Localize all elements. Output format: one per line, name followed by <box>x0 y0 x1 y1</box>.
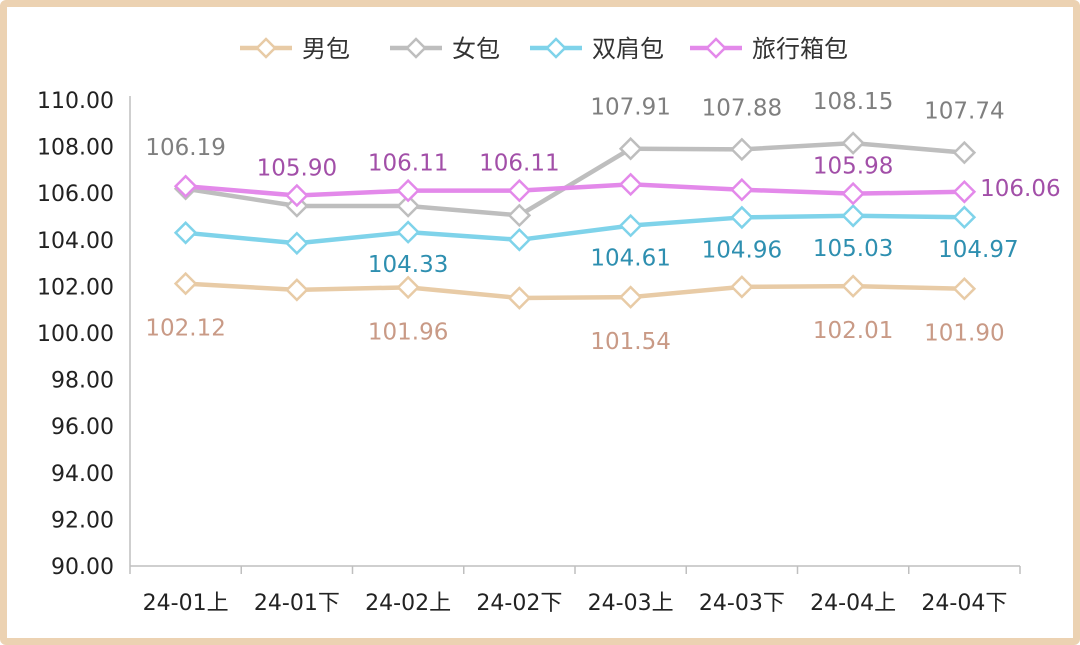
data-label: 102.01 <box>813 318 893 344</box>
y-tick-label: 94.00 <box>51 462 114 487</box>
series-line <box>183 140 967 218</box>
legend-swatch-marker <box>705 37 727 59</box>
data-label: 104.96 <box>702 237 782 263</box>
data-label: 101.96 <box>368 319 448 345</box>
data-point <box>618 136 643 161</box>
y-tick-label: 92.00 <box>51 508 114 533</box>
legend-label: 双肩包 <box>592 35 664 63</box>
x-tick-label: 24-04下 <box>921 591 1007 616</box>
data-label: 106.06 <box>980 176 1060 202</box>
legend-swatch-marker <box>405 37 427 59</box>
data-point <box>173 174 198 198</box>
data-label: 105.03 <box>813 236 893 262</box>
data-point <box>285 278 309 302</box>
y-tick-label: 104.00 <box>37 229 114 254</box>
data-point <box>841 204 865 228</box>
y-tick-label: 110.00 <box>37 89 114 114</box>
legend-item-3: 双肩包 <box>530 35 664 63</box>
data-point <box>618 285 643 309</box>
data-point <box>396 194 420 218</box>
data-point <box>841 274 865 298</box>
y-tick-label: 100.00 <box>37 322 114 347</box>
data-point <box>730 177 754 202</box>
data-point <box>507 228 532 252</box>
data-point <box>730 275 754 299</box>
data-point <box>841 181 865 206</box>
data-label: 108.15 <box>813 89 893 115</box>
data-label: 104.61 <box>590 246 670 272</box>
data-label: 106.11 <box>368 151 448 177</box>
data-point <box>507 286 532 310</box>
data-label: 107.88 <box>702 95 782 121</box>
data-point <box>285 231 309 256</box>
data-label: 106.19 <box>145 135 225 161</box>
legend-label: 旅行箱包 <box>752 35 848 63</box>
data-label: 104.33 <box>368 252 448 278</box>
data-point <box>507 203 532 228</box>
data-point <box>173 221 198 245</box>
x-tick-label: 24-03上 <box>588 591 674 616</box>
y-tick-label: 102.00 <box>37 275 114 300</box>
data-point <box>507 178 532 203</box>
data-point <box>396 275 420 300</box>
legend-swatch-marker <box>545 37 567 59</box>
series-1 <box>173 271 977 310</box>
x-tick-label: 24-01上 <box>143 591 229 616</box>
legend-item-2: 女包 <box>390 35 500 63</box>
legend-swatch-marker <box>255 37 277 59</box>
series-4 <box>173 172 977 208</box>
data-point <box>730 205 754 230</box>
x-tick-label: 24-03下 <box>699 591 785 616</box>
series-line <box>183 182 967 198</box>
series-line <box>183 281 967 301</box>
data-label: 107.74 <box>924 99 1004 125</box>
y-tick-label: 108.00 <box>37 136 114 161</box>
legend-label: 男包 <box>302 35 350 63</box>
data-point <box>730 137 754 162</box>
x-tick-label: 24-01下 <box>254 591 340 616</box>
data-point <box>952 140 977 165</box>
data-label: 106.11 <box>479 151 559 177</box>
data-point <box>618 172 643 197</box>
legend-item-4: 旅行箱包 <box>690 35 848 63</box>
data-label: 102.12 <box>145 316 225 342</box>
data-point <box>952 180 977 204</box>
data-point <box>841 131 865 155</box>
data-label: 107.91 <box>590 95 670 121</box>
data-point <box>396 220 420 244</box>
series-3 <box>173 204 977 256</box>
data-point <box>952 205 977 229</box>
y-tick-label: 98.00 <box>51 369 114 394</box>
x-tick-label: 24-02上 <box>365 591 451 616</box>
data-label: 104.97 <box>938 237 1018 263</box>
data-label: 101.90 <box>924 321 1004 347</box>
y-tick-label: 106.00 <box>37 182 114 207</box>
data-point <box>952 276 977 301</box>
data-label: 105.90 <box>257 156 337 182</box>
y-tick-label: 96.00 <box>51 415 114 440</box>
legend-label: 女包 <box>452 35 500 63</box>
legend-item-1: 男包 <box>240 35 350 63</box>
data-point <box>285 183 309 208</box>
y-tick-label: 90.00 <box>51 555 114 580</box>
data-label: 101.54 <box>590 329 670 355</box>
x-tick-label: 24-04上 <box>810 591 896 616</box>
data-point <box>396 178 420 203</box>
x-tick-label: 24-02下 <box>476 591 562 616</box>
data-point <box>618 213 643 238</box>
data-point <box>173 271 198 296</box>
data-label: 105.98 <box>813 154 893 180</box>
series-line <box>183 213 967 246</box>
